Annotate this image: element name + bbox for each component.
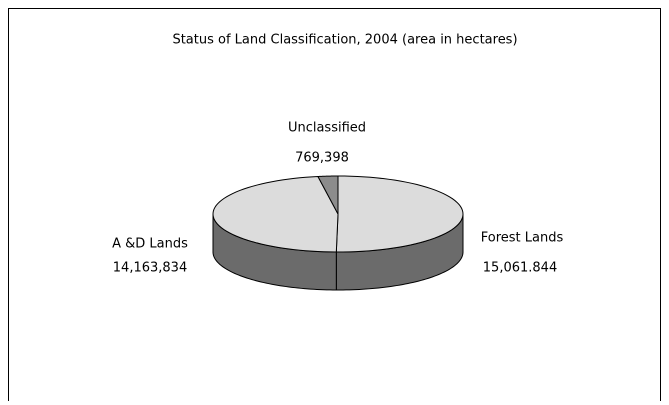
slice-label: A &D Lands (112, 237, 188, 252)
pie-slice (335, 175, 464, 253)
pie-slice (317, 175, 339, 215)
slice-label: Forest Lands (481, 231, 564, 246)
value-label: 769,398 (295, 151, 349, 166)
chart-border (8, 8, 661, 401)
value-label: 15,061.844 (483, 261, 557, 276)
value-label: 14,163,834 (113, 261, 187, 276)
slice-label: Unclassified (288, 121, 366, 136)
pie-slice (212, 175, 339, 253)
chart-title: Status of Land Classification, 2004 (are… (172, 33, 517, 48)
